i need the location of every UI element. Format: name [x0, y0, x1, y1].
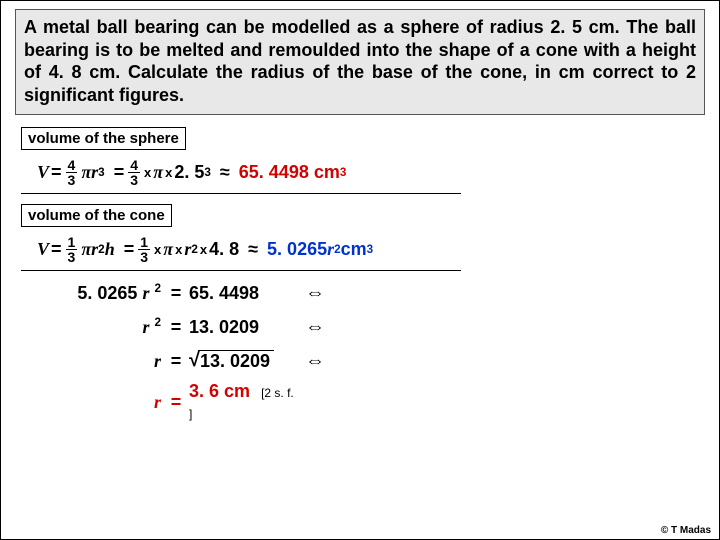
s4-var: r	[154, 392, 161, 412]
exp-3b: 3	[204, 166, 211, 179]
s1-var: r	[142, 283, 149, 303]
s2-sym: ⇔	[295, 316, 335, 339]
s3-var: r	[154, 351, 161, 371]
frac-4-3: 4 3	[66, 158, 78, 187]
times-c1: x	[154, 242, 161, 257]
sphere-result: 65. 4498 cm	[239, 162, 340, 183]
s4-rhs: 3. 6 cm	[189, 381, 250, 401]
s1-exp: 2	[154, 282, 161, 295]
var-V2: V	[37, 239, 49, 260]
s3-sym: ⇔	[295, 350, 335, 373]
eq-c2: =	[124, 239, 135, 260]
unit-exp: 3	[340, 166, 347, 179]
solve-row-2: r 2 = 13. 0209 ⇔	[37, 313, 719, 341]
s1-rhs: 65. 4498	[185, 283, 295, 304]
times-c3: x	[200, 242, 207, 257]
s2-exp: 2	[154, 316, 161, 329]
solve-row-3: r = √ 13. 0209 ⇔	[37, 347, 719, 375]
var-r-c: r	[91, 239, 98, 260]
solve-block: 5. 0265 r 2 = 65. 4498 ⇔ r 2 = 13. 0209 …	[37, 279, 719, 423]
frac-4-3b: 4 3	[128, 158, 140, 187]
height-val: 4. 8	[209, 239, 239, 260]
s1-coef: 5. 0265	[77, 283, 137, 303]
formula-sphere: V = 4 3 π r 3 = 4 3 x π x 2. 5 3 ≈ 65. 4…	[37, 158, 719, 187]
approx-c: ≈	[248, 239, 258, 260]
times-c2: x	[175, 242, 182, 257]
var-V: V	[37, 162, 49, 183]
approx: ≈	[220, 162, 230, 183]
formula-cone: V = 1 3 π r 2 h = 1 3 x π x r 2 x 4. 8 ≈…	[37, 235, 719, 264]
pi-c: π	[81, 239, 91, 260]
times2: x	[165, 165, 172, 180]
solve-row-1: 5. 0265 r 2 = 65. 4498 ⇔	[37, 279, 719, 307]
pi-c2: π	[163, 239, 173, 260]
pi2: π	[153, 162, 163, 183]
s2-var: r	[142, 317, 149, 337]
unit-exp-c: 3	[367, 243, 374, 256]
var-h: h	[105, 239, 115, 260]
s2-rhs: 13. 0209	[185, 317, 295, 338]
question-text: A metal ball bearing can be modelled as …	[24, 17, 696, 105]
credit: © T Madas	[661, 525, 711, 536]
var-r-c2: r	[184, 239, 191, 260]
eq: =	[51, 162, 62, 183]
radius-val: 2. 5	[174, 162, 204, 183]
frac-1-3b: 1 3	[138, 235, 150, 264]
pi: π	[81, 162, 91, 183]
times1: x	[144, 165, 151, 180]
frac-1-3: 1 3	[66, 235, 78, 264]
cone-result-post: cm	[341, 239, 367, 260]
question-box: A metal ball bearing can be modelled as …	[15, 9, 705, 115]
heading-sphere: volume of the sphere	[21, 127, 186, 150]
heading-cone: volume of the cone	[21, 204, 172, 227]
eq2: =	[114, 162, 125, 183]
s3-rhs: 13. 0209	[198, 350, 274, 372]
exp-2b: 2	[191, 243, 198, 256]
cone-result-pre: 5. 0265	[267, 239, 327, 260]
s1-sym: ⇔	[295, 282, 335, 305]
exp-3: 3	[98, 166, 105, 179]
sqrt: √ 13. 0209	[189, 350, 274, 372]
cone-r: r	[327, 239, 334, 260]
divider-2	[21, 270, 461, 271]
solve-row-4: r = 3. 6 cm [2 s. f. ]	[37, 381, 719, 423]
var-r: r	[91, 162, 98, 183]
divider-1	[21, 193, 461, 194]
eq-c: =	[51, 239, 62, 260]
